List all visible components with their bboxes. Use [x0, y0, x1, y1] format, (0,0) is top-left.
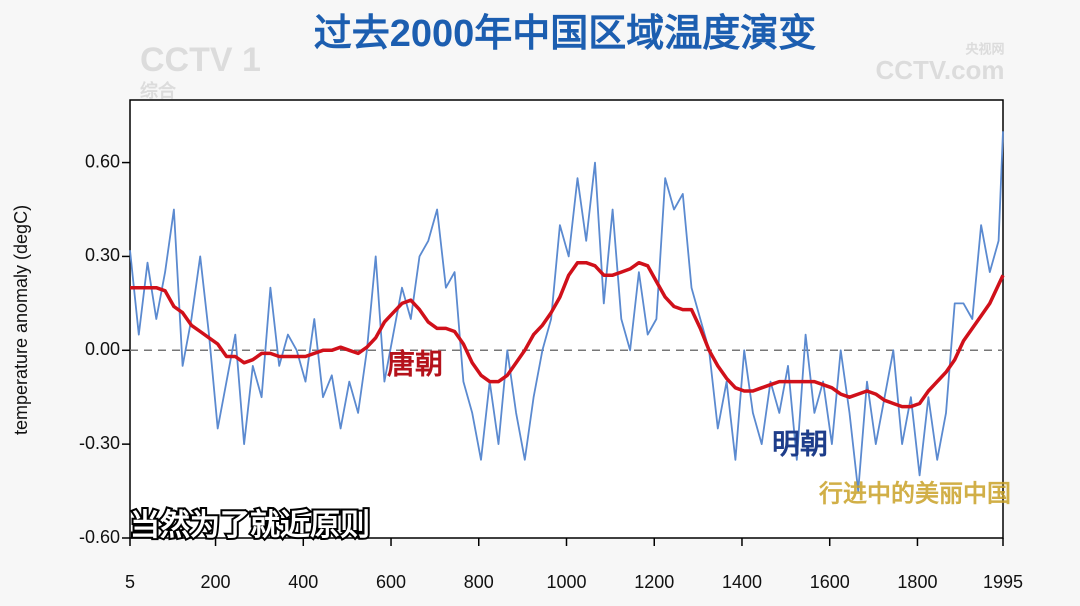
x-tick-label: 1600	[810, 572, 850, 592]
y-tick-label: -0.60	[79, 527, 120, 547]
x-tick-label: 1000	[546, 572, 586, 592]
x-tick-label: 800	[464, 572, 494, 592]
x-tick-label: 1200	[634, 572, 674, 592]
y-tick-label: 0.30	[85, 245, 120, 265]
y-tick-label: 0.60	[85, 151, 120, 171]
x-tick-label: 600	[376, 572, 406, 592]
y-tick-label: 0.00	[85, 339, 120, 359]
x-tick-label: 1995	[983, 572, 1023, 592]
annotation: 明朝	[772, 428, 828, 459]
x-tick-label: 1400	[722, 572, 762, 592]
annotation: 唐朝	[387, 347, 443, 379]
x-tick-label: 5	[125, 572, 135, 592]
chart-title: 过去2000年中国区域温度演变	[314, 13, 817, 55]
watermark: CCTV 1	[140, 41, 261, 79]
caption: 当然为了就近原则	[130, 508, 370, 542]
watermark: CCTV.com	[875, 55, 1004, 85]
plot-area	[129, 99, 1004, 539]
watermark: 综合	[140, 80, 177, 101]
series-line	[129, 131, 1004, 492]
x-tick-label: 200	[201, 572, 231, 592]
x-tick-label: 400	[288, 572, 318, 592]
watermark: 央视网	[965, 41, 1004, 56]
watermark: 行进中的美丽中国	[818, 479, 1011, 507]
y-axis-label: temperature anomaly (degC)	[11, 205, 31, 435]
x-tick-label: 1800	[897, 572, 937, 592]
series-line	[130, 260, 1005, 409]
y-tick-label: -0.30	[79, 433, 120, 453]
